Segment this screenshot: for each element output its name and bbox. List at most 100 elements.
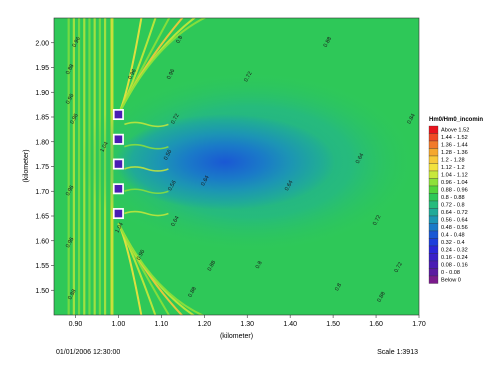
contour-label: 0.56 — [163, 149, 173, 161]
y-tick-label: 1.65 — [35, 214, 49, 221]
y-tick-label: 1.50 — [35, 288, 49, 295]
y-axis-title: (kilometer) — [23, 149, 30, 182]
contour-label: 1.04 — [99, 141, 109, 153]
interference-ripple — [124, 210, 169, 217]
contour-label: 0.8 — [334, 283, 343, 293]
breakwater-block — [114, 209, 123, 218]
plot-area: 0.96 0.96 0.96 0.8 0.88 0.72 0.96 0.88 0.96 1.04 0… — [54, 18, 419, 315]
x-tick-label: 1.00 — [112, 321, 126, 328]
footer-date: 01/01/2006 12:30:00 — [56, 349, 120, 356]
contour-label: 0.96 — [65, 93, 75, 105]
legend-swatch — [428, 133, 439, 142]
legend-swatch — [428, 268, 439, 277]
legend-swatch — [428, 238, 439, 247]
legend-label: 0.32 - 0.4 — [441, 240, 465, 246]
y-tick-label: 1.60 — [35, 238, 49, 245]
x-tick-label: 0.90 — [69, 321, 83, 328]
contour-label: 0.96 — [69, 113, 79, 125]
legend-label: 0.48 - 0.56 — [441, 225, 468, 231]
interference-ripple — [124, 143, 169, 150]
legend-swatch — [428, 140, 439, 149]
incident-wave-band — [67, 18, 70, 315]
footer-scale: Scale 1:3913 — [377, 349, 418, 356]
contour-label: 0.96 — [136, 249, 146, 261]
contour-label: 0.56 — [167, 180, 177, 192]
y-tick-label: 1.70 — [35, 189, 49, 196]
legend-swatch — [428, 230, 439, 239]
x-tick-label: 1.60 — [369, 321, 383, 328]
contour-label: 1.04 — [115, 222, 125, 234]
contour-label: 0.96 — [65, 185, 75, 197]
contour-label: 0.72 — [243, 71, 253, 83]
x-axis-title: (kilometer) — [220, 333, 253, 340]
interference-ripple — [124, 121, 169, 128]
contour-label: 0.88 — [376, 291, 386, 303]
x-axis: 0.90 1.00 1.10 1.20 1.30 1.40 1.50 1.60 1.70 — [69, 315, 426, 328]
contour-label: 0.88 — [188, 286, 198, 298]
y-axis: 2.00 1.95 1.90 1.85 1.80 1.75 1.70 1.65 1.60 1.55… — [35, 40, 54, 295]
y-tick-label: 1.95 — [35, 65, 49, 72]
legend-swatch — [428, 200, 439, 209]
legend-swatch — [428, 245, 439, 254]
diffraction-arcs — [117, 18, 207, 315]
contour-label: 0.72 — [170, 113, 180, 125]
contour-label: 0.84 — [407, 113, 417, 125]
legend-label: 0 - 0.08 — [441, 270, 460, 276]
legend-label: 0.88 - 0.96 — [441, 188, 468, 194]
low-wave-zone — [115, 114, 335, 210]
legend-swatch — [428, 170, 439, 179]
contour-label: 0.8 — [255, 260, 264, 270]
legend-swatch — [428, 125, 439, 134]
incident-wave-band — [72, 18, 75, 315]
legend-label: 1.28 - 1.36 — [441, 150, 468, 156]
contour-label: 0.64 — [200, 175, 210, 187]
legend: Hm0/Hm0_incomin Above 1.521.44 - 1.52 1.3… — [428, 117, 483, 284]
y-tick-label: 1.75 — [35, 164, 49, 171]
legend-label: 1.44 - 1.52 — [441, 135, 468, 141]
legend-swatch — [428, 193, 439, 202]
legend-label: 0.08 - 0.16 — [441, 263, 468, 269]
contour-label: 0.88 — [65, 63, 75, 75]
y-tick-label: 2.00 — [35, 40, 49, 47]
y-tick-label: 1.80 — [35, 139, 49, 146]
y-tick-label: 1.85 — [35, 115, 49, 122]
contour-label: 0.8 — [175, 35, 184, 45]
contour-label: 0.72 — [372, 214, 382, 226]
legend-label: 0.16 - 0.24 — [441, 255, 468, 261]
interference-ripple — [124, 188, 169, 195]
x-tick-label: 1.70 — [412, 321, 426, 328]
breakwater-block — [114, 135, 123, 144]
legend-title: Hm0/Hm0_incomin — [429, 117, 483, 123]
contour-label: 0.96 — [166, 68, 176, 80]
breakwater-block — [114, 184, 123, 193]
y-tick-label: 1.55 — [35, 263, 49, 270]
contour-label: 0.96 — [72, 36, 82, 48]
legend-label: 0.8 - 0.88 — [441, 195, 465, 201]
legend-label: 0.64 - 0.72 — [441, 210, 468, 216]
contour-labels: 0.96 0.96 0.96 0.8 0.88 0.72 0.96 0.88 0.96 1.04 0… — [65, 35, 417, 303]
x-tick-label: 1.50 — [326, 321, 340, 328]
contour-label: 0.96 — [127, 68, 137, 80]
legend-swatch — [428, 148, 439, 157]
contour-label: 0.88 — [207, 260, 217, 272]
x-tick-label: 1.40 — [283, 321, 297, 328]
legend-label: 0.4 - 0.48 — [441, 233, 465, 239]
legend-swatch — [428, 178, 439, 187]
x-tick-label: 1.20 — [197, 321, 211, 328]
legend-label: 0.56 - 0.64 — [441, 218, 468, 224]
legend-swatch — [428, 260, 439, 269]
lower-diffraction-arc — [117, 222, 205, 315]
legend-swatch — [428, 155, 439, 164]
legend-label: 1.36 - 1.44 — [441, 143, 468, 149]
legend-label: Above 1.52 — [441, 128, 469, 134]
legend-swatch — [428, 208, 439, 217]
legend-swatch — [428, 163, 439, 172]
contour-label: 0.64 — [170, 215, 180, 227]
contour-label: 0.88 — [323, 36, 333, 48]
legend-swatch — [428, 185, 439, 194]
legend-swatch — [428, 215, 439, 224]
legend-label: 0.96 - 1.04 — [441, 180, 468, 186]
y-tick-label: 1.90 — [35, 90, 49, 97]
